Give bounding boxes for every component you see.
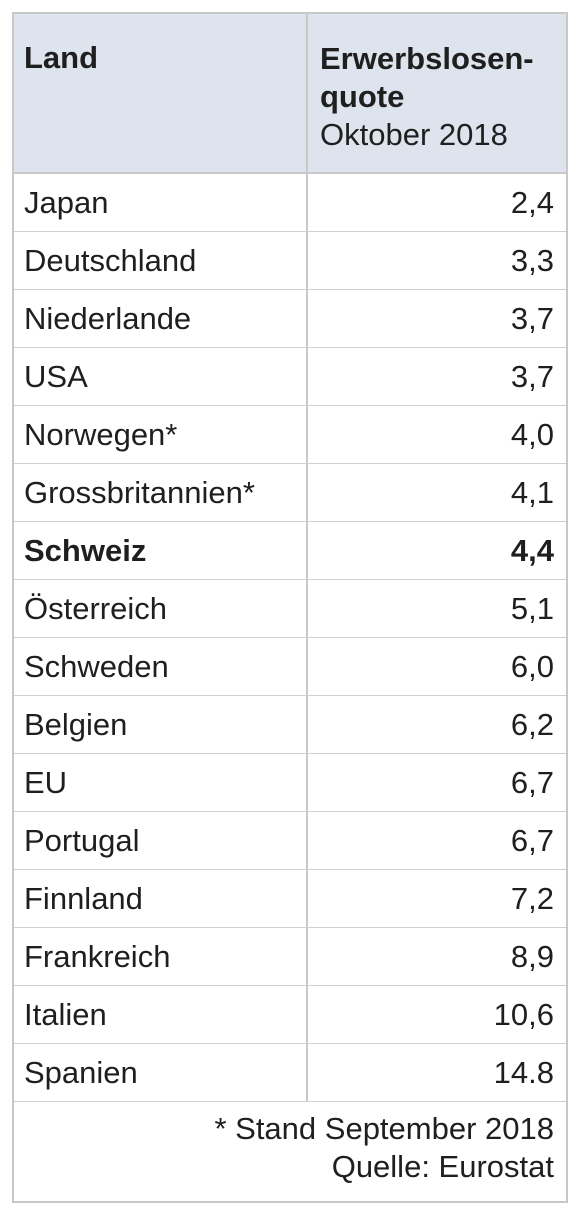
table-row: Grossbritannien* 4,1 xyxy=(14,464,566,522)
table-row: Finnland 7,2 xyxy=(14,870,566,928)
table-row: Belgien 6,2 xyxy=(14,696,566,754)
cell-land: Spanien xyxy=(14,1044,308,1101)
table-row: Spanien 14.8 xyxy=(14,1044,566,1102)
table-body: Japan 2,4 Deutschland 3,3 Niederlande 3,7 USA 3… xyxy=(14,174,566,1102)
cell-rate: 6,7 xyxy=(510,822,554,858)
table-frame: Land Erwerbslosen- quote Oktober 2018 Ja… xyxy=(12,12,568,1203)
cell-land: Österreich xyxy=(14,580,308,637)
footnote: * Stand September 2018 xyxy=(214,1111,554,1146)
table-row: EU 6,7 xyxy=(14,754,566,812)
table-row: Norwegen* 4,0 xyxy=(14,406,566,464)
cell-rate: 4,1 xyxy=(510,474,554,510)
unemployment-table: Land Erwerbslosen- quote Oktober 2018 Ja… xyxy=(14,14,566,1102)
cell-rate: 7,2 xyxy=(510,880,554,916)
cell-rate: 10,6 xyxy=(493,996,554,1032)
source-note: Quelle: Eurostat xyxy=(331,1149,554,1184)
header-rate: Erwerbslosen- quote Oktober 2018 xyxy=(308,14,566,172)
cell-land: Schweden xyxy=(14,638,308,695)
table-row: Japan 2,4 xyxy=(14,174,566,232)
table-row: Niederlande 3,7 xyxy=(14,290,566,348)
table-row: Schweden 6,0 xyxy=(14,638,566,696)
cell-land: Deutschland xyxy=(14,232,308,289)
table-row: Frankreich 8,9 xyxy=(14,928,566,986)
cell-rate: 3,7 xyxy=(510,358,554,394)
table-row: Portugal 6,7 xyxy=(14,812,566,870)
table-header: Land Erwerbslosen- quote Oktober 2018 xyxy=(14,14,566,174)
header-land: Land xyxy=(14,14,308,172)
cell-land: Finnland xyxy=(14,870,308,927)
cell-land: Frankreich xyxy=(14,928,308,985)
table-row: Österreich 5,1 xyxy=(14,580,566,638)
header-rate-title: Erwerbslosen- quote xyxy=(320,41,534,114)
cell-land: Portugal xyxy=(14,812,308,869)
table-row: USA 3,7 xyxy=(14,348,566,406)
table-row: Deutschland 3,3 xyxy=(14,232,566,290)
cell-rate: 6,0 xyxy=(510,648,554,684)
cell-land: USA xyxy=(14,348,308,405)
cell-rate: 8,9 xyxy=(510,938,554,974)
cell-rate: 14.8 xyxy=(493,1054,554,1090)
cell-land: EU xyxy=(14,754,308,811)
table-row: Schweiz 4,4 xyxy=(14,522,566,580)
cell-rate: 6,2 xyxy=(510,706,554,742)
cell-land: Belgien xyxy=(14,696,308,753)
table-footer: * Stand September 2018 Quelle: Eurostat xyxy=(214,1110,554,1186)
cell-land: Grossbritannien* xyxy=(14,464,308,521)
cell-rate: 3,7 xyxy=(510,300,554,336)
cell-rate: 6,7 xyxy=(510,764,554,800)
cell-land: Japan xyxy=(14,174,308,231)
cell-rate: 4,0 xyxy=(510,416,554,452)
cell-rate: 3,3 xyxy=(510,242,554,278)
header-rate-subtitle: Oktober 2018 xyxy=(320,117,508,152)
cell-land: Niederlande xyxy=(14,290,308,347)
cell-land: Norwegen* xyxy=(14,406,308,463)
cell-land: Schweiz xyxy=(14,522,308,579)
cell-rate: 2,4 xyxy=(510,184,554,220)
table-row: Italien 10,6 xyxy=(14,986,566,1044)
cell-rate: 4,4 xyxy=(510,532,554,568)
cell-land: Italien xyxy=(14,986,308,1043)
cell-rate: 5,1 xyxy=(510,590,554,626)
